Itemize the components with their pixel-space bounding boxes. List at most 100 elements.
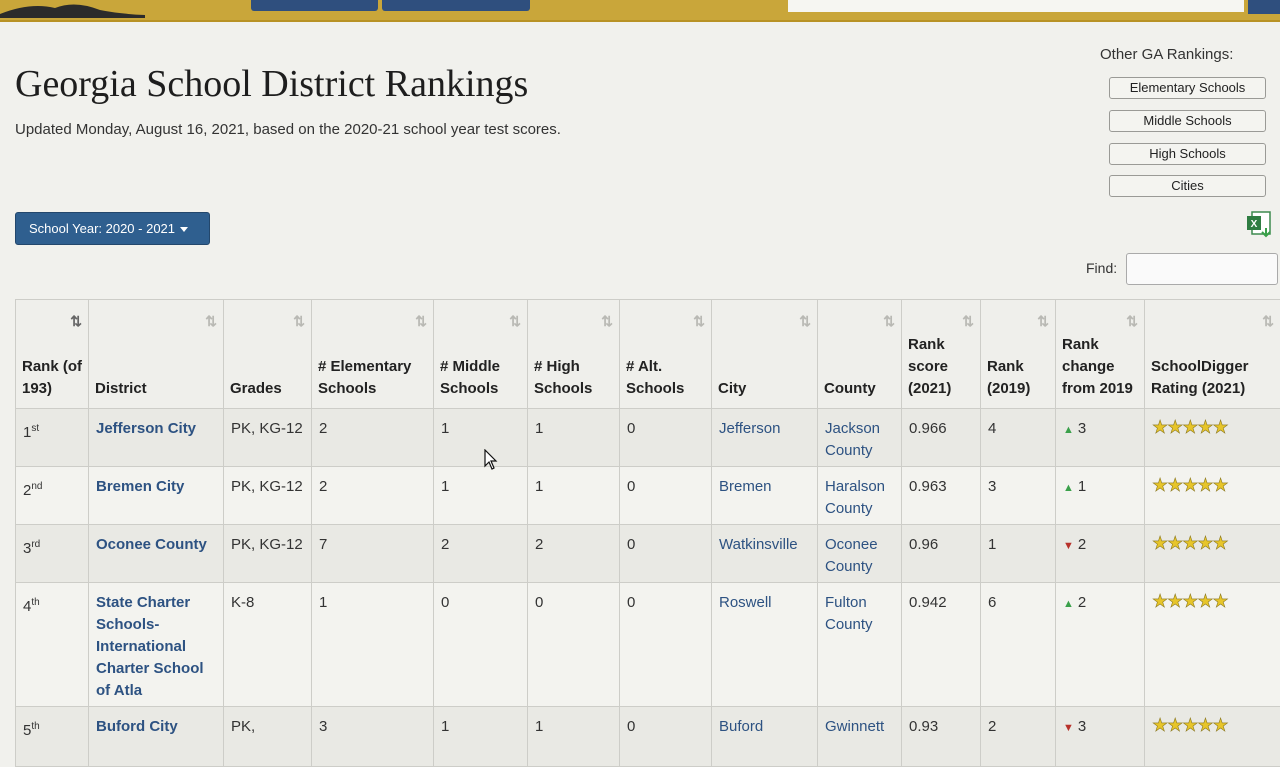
rank-score-cell: 0.942 — [902, 583, 981, 707]
city-link[interactable]: Jefferson — [719, 420, 780, 437]
rating-cell: ★★★★★ — [1145, 707, 1280, 767]
district-link[interactable]: State Charter Schools- International Cha… — [96, 594, 204, 699]
header-high-schools[interactable]: ⇅# High Schools — [528, 300, 620, 409]
middle-count-cell: 1 — [434, 409, 528, 467]
site-search-input[interactable] — [788, 0, 1244, 12]
sort-icon[interactable]: ⇅ — [799, 310, 809, 332]
city-cell: Watkinsville — [712, 525, 818, 583]
rank-suffix: nd — [31, 481, 42, 492]
sort-icon[interactable]: ⇅ — [601, 310, 611, 332]
county-cell: Oconee County — [818, 525, 902, 583]
rank-change-value: 2 — [1078, 536, 1086, 553]
header-label: Rank (2019) — [987, 358, 1030, 397]
sort-icon[interactable]: ⇅ — [1126, 310, 1136, 332]
county-link[interactable]: Haralson County — [825, 478, 885, 517]
header-rank[interactable]: ⇅Rank (of 193) — [16, 300, 89, 409]
county-cell: Fulton County — [818, 583, 902, 707]
updated-text: Updated Monday, August 16, 2021, based o… — [15, 121, 561, 138]
sort-icon[interactable]: ⇅ — [205, 310, 215, 332]
sort-icon[interactable]: ⇅ — [415, 310, 425, 332]
sort-icon[interactable]: ⇅ — [883, 310, 893, 332]
county-link[interactable]: Gwinnett — [825, 718, 884, 735]
header-label: Grades — [230, 380, 282, 397]
sort-icon[interactable]: ⇅ — [693, 310, 703, 332]
alt-count-cell: 0 — [620, 583, 712, 707]
alt-count-cell: 0 — [620, 467, 712, 525]
sort-icon[interactable]: ⇅ — [509, 310, 519, 332]
header-rank-2019[interactable]: ⇅ Rank (2019) — [981, 300, 1056, 409]
city-link[interactable]: Watkinsville — [719, 536, 798, 553]
header-elementary-schools[interactable]: ⇅ # Elementary Schools — [312, 300, 434, 409]
arrow-down-icon: ▼ — [1063, 722, 1074, 734]
city-link[interactable]: Buford — [719, 718, 763, 735]
nav-button-2[interactable] — [382, 0, 530, 11]
rank-change-cell: ▼2 — [1056, 525, 1145, 583]
rank-score-cell: 0.96 — [902, 525, 981, 583]
find-input[interactable] — [1126, 253, 1278, 285]
school-year-dropdown[interactable]: School Year: 2020 - 2021 — [15, 212, 210, 245]
elementary-count-cell: 2 — [312, 467, 434, 525]
rank-score-cell: 0.93 — [902, 707, 981, 767]
city-link[interactable]: Bremen — [719, 478, 772, 495]
site-logo[interactable] — [0, 0, 150, 18]
nav-button-1[interactable] — [251, 0, 378, 11]
elementary-count-cell: 2 — [312, 409, 434, 467]
elementary-schools-button[interactable]: Elementary Schools — [1109, 77, 1266, 99]
high-schools-button[interactable]: High Schools — [1109, 143, 1266, 165]
district-link[interactable]: Jefferson City — [96, 420, 196, 437]
rating-cell: ★★★★★ — [1145, 525, 1280, 583]
county-link[interactable]: Fulton County — [825, 594, 873, 633]
sort-icon[interactable]: ⇅ — [293, 310, 303, 332]
header-rating[interactable]: ⇅SchoolDigger Rating (2021) — [1145, 300, 1280, 409]
header-rank-change[interactable]: ⇅Rank change from 2019 — [1056, 300, 1145, 409]
header-label: # Elementary Schools — [318, 358, 411, 397]
rankings-table: ⇅Rank (of 193) ⇅District ⇅ Grades ⇅ # Elem… — [15, 299, 1280, 767]
county-link[interactable]: Jackson County — [825, 420, 880, 459]
header-rank-score[interactable]: ⇅ Rank score (2021) — [902, 300, 981, 409]
header-county[interactable]: ⇅County — [818, 300, 902, 409]
rank-2019-cell: 3 — [981, 467, 1056, 525]
rank-change-cell: ▲3 — [1056, 409, 1145, 467]
school-year-label: School Year: 2020 - 2021 — [29, 221, 175, 236]
site-search-button[interactable] — [1248, 0, 1280, 14]
sort-icon[interactable]: ⇅ — [1037, 310, 1047, 332]
county-link[interactable]: Oconee County — [825, 536, 878, 575]
city-link[interactable]: Roswell — [719, 594, 772, 611]
district-cell: Bremen City — [89, 467, 224, 525]
rank-suffix: th — [31, 597, 39, 608]
sort-icon[interactable]: ⇅ — [70, 310, 80, 332]
district-link[interactable]: Buford City — [96, 718, 178, 735]
grades-cell: PK, KG-12 — [224, 409, 312, 467]
alt-count-cell: 0 — [620, 707, 712, 767]
header-middle-schools[interactable]: ⇅# Middle Schools — [434, 300, 528, 409]
middle-count-cell: 1 — [434, 707, 528, 767]
sort-icon[interactable]: ⇅ — [962, 310, 972, 332]
sort-icon[interactable]: ⇅ — [1262, 310, 1272, 332]
rank-cell: 3rd — [16, 525, 89, 583]
header-district[interactable]: ⇅District — [89, 300, 224, 409]
county-cell: Haralson County — [818, 467, 902, 525]
header-label: Rank score (2021) — [908, 336, 951, 397]
header-alt-schools[interactable]: ⇅# Alt. Schools — [620, 300, 712, 409]
rank-cell: 2nd — [16, 467, 89, 525]
star-rating-icon: ★★★★★ — [1152, 533, 1228, 553]
district-link[interactable]: Bremen City — [96, 478, 184, 495]
city-cell: Roswell — [712, 583, 818, 707]
rank-change-cell: ▲2 — [1056, 583, 1145, 707]
city-cell: Buford — [712, 707, 818, 767]
district-link[interactable]: Oconee County — [96, 536, 207, 553]
rank-2019-cell: 1 — [981, 525, 1056, 583]
header-grades[interactable]: ⇅ Grades — [224, 300, 312, 409]
find-label: Find: — [1086, 260, 1117, 276]
high-count-cell: 1 — [528, 467, 620, 525]
cities-button[interactable]: Cities — [1109, 175, 1266, 197]
header-city[interactable]: ⇅City — [712, 300, 818, 409]
excel-export-icon[interactable]: X — [1246, 210, 1274, 238]
rank-change-value: 1 — [1078, 478, 1086, 495]
arrow-down-icon: ▼ — [1063, 540, 1074, 552]
middle-schools-button[interactable]: Middle Schools — [1109, 110, 1266, 132]
